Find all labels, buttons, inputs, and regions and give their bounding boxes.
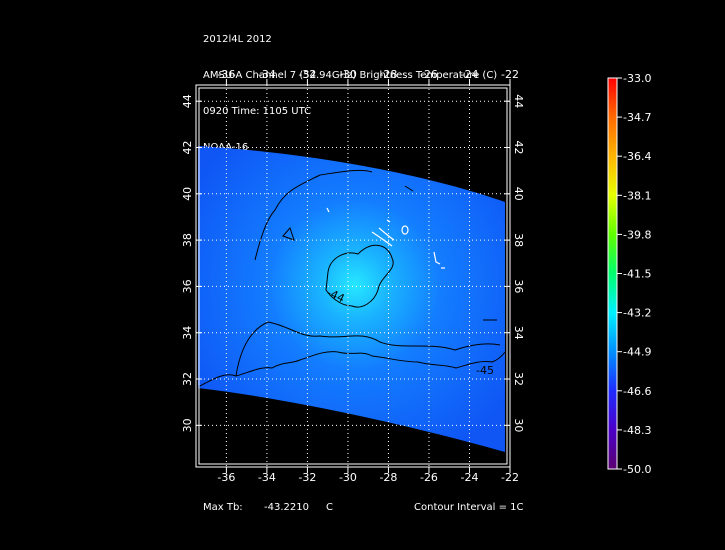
- lon-label-top: -34: [258, 68, 276, 81]
- lat-label-left: 40: [181, 187, 194, 201]
- lat-label-left: 38: [181, 233, 194, 247]
- colorbar-label: -41.5: [623, 268, 651, 281]
- lat-label-right: 40: [512, 187, 525, 201]
- lon-label-top: -28: [379, 68, 397, 81]
- brightness-swath: [198, 146, 505, 452]
- colorbar-label: -33.0: [623, 72, 651, 85]
- lon-label-top: -32: [298, 68, 316, 81]
- lon-label-top: -36: [217, 68, 235, 81]
- lon-label-top: -22: [501, 68, 519, 81]
- title-line-satellite: NOAA-16: [203, 142, 249, 153]
- lon-label-bottom: -24: [460, 471, 478, 484]
- plot-frame: [195, 84, 511, 468]
- lat-label-right: 42: [512, 141, 525, 155]
- lat-label-left: 34: [181, 326, 194, 340]
- lat-lon-grid: [196, 85, 511, 467]
- plot-frame-inner: [198, 87, 508, 465]
- colorbar-label: -48.3: [623, 424, 651, 437]
- contour-lines: [197, 169, 506, 388]
- colorbar-label: -44.9: [623, 346, 651, 359]
- title-line-id: 2012l4L 2012: [203, 34, 272, 45]
- lat-label-right: 38: [512, 233, 525, 247]
- lon-label-top: -30: [339, 68, 357, 81]
- lat-label-left: 42: [181, 141, 194, 155]
- colorbar-label: -34.7: [623, 111, 651, 124]
- lon-label-top: -24: [460, 68, 478, 81]
- lon-label-bottom: -34: [258, 471, 276, 484]
- contour-lines-white: [326, 207, 445, 269]
- max-tb-label: Max Tb:: [203, 502, 243, 513]
- lat-label-right: 32: [512, 372, 525, 386]
- lat-label-left: 30: [181, 418, 194, 432]
- lat-label-left: 32: [181, 372, 194, 386]
- colorbar-ticks: -33.0 -34.7 -36.4 -38.1 -39.8 -41.5 -43.2 -44.9…: [617, 72, 651, 476]
- colorbar-label: -38.1: [623, 189, 651, 202]
- lon-label-bottom: -22: [501, 471, 519, 484]
- max-tb-unit: C: [326, 502, 333, 513]
- lat-label-right: 34: [512, 326, 525, 340]
- colorbar-label: -43.2: [623, 307, 651, 320]
- colorbar-label: -50.0: [623, 463, 651, 476]
- lat-label-right: 44: [512, 94, 525, 108]
- colorbar-label: -46.6: [623, 385, 651, 398]
- lat-label-right: 36: [512, 279, 525, 293]
- title-block: 2012l4L 2012 AMSU-A Channel 7 (54.94GHz)…: [203, 10, 497, 166]
- contour-interval: Contour Interval = 1C: [414, 502, 524, 513]
- lon-label-bottom: -36: [217, 471, 235, 484]
- colorbar: [607, 77, 618, 470]
- title-line-channel: AMSU-A Channel 7 (54.94GHz) Brightness T…: [203, 70, 498, 81]
- max-tb-value: -43.2210: [264, 502, 309, 513]
- lon-label-bottom: -28: [379, 471, 397, 484]
- lon-label-bottom: -32: [298, 471, 316, 484]
- axis-ticks: -36 -36 -34 -34 -32 -32 -30 -30 -28 -28 -26 -26 -24 -…: [181, 68, 525, 484]
- lon-label-top: -26: [420, 68, 438, 81]
- lat-label-left: 44: [181, 94, 194, 108]
- lat-label-left: 36: [181, 279, 194, 293]
- colorbar-label: -36.4: [623, 150, 651, 163]
- colorbar-label: -39.8: [623, 228, 651, 241]
- lon-label-bottom: -30: [339, 471, 357, 484]
- contour-label-45: -45: [476, 364, 494, 377]
- lat-label-right: 30: [512, 418, 525, 432]
- lon-label-bottom: -26: [420, 471, 438, 484]
- title-line-time: 0920 Time: 1105 UTC: [203, 106, 312, 117]
